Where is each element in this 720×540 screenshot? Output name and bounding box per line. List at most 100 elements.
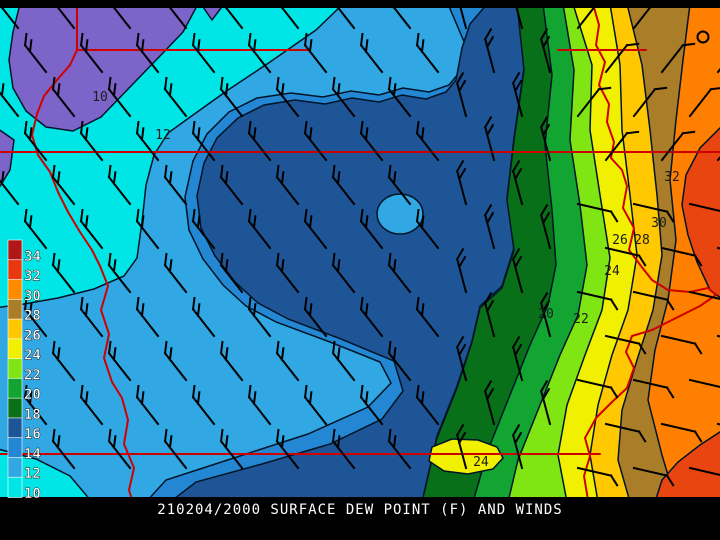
wind-barb <box>660 334 703 355</box>
colorbar-label: 26 <box>24 328 41 344</box>
wind-barb <box>511 71 524 118</box>
wind-barb <box>576 8 612 30</box>
region-purple-lt-10-notch <box>202 8 222 22</box>
wind-barb <box>331 428 356 470</box>
colorbar-segment <box>7 417 23 439</box>
wind-barb <box>219 164 244 206</box>
wind-barb <box>455 423 468 470</box>
wind-barb <box>387 340 412 382</box>
colorbar: 34 32 30 28 26 24 22 20 18 16 14 12 10 <box>7 239 41 502</box>
wind-barb <box>135 32 160 74</box>
wind-barb <box>247 120 272 162</box>
wind-barb <box>303 32 328 74</box>
region-pocket-24-26 <box>428 438 504 475</box>
colorbar-label: 12 <box>24 466 41 482</box>
wind-barb <box>247 208 272 250</box>
wind-barb <box>415 208 440 250</box>
wind-barb <box>79 32 104 74</box>
wind-barb <box>23 384 48 426</box>
wind-barb <box>539 291 552 338</box>
wind-barb <box>539 115 552 162</box>
wind-barb <box>632 8 668 30</box>
wind-barb <box>455 8 468 30</box>
wind-barb <box>303 208 328 250</box>
wind-barb <box>483 291 496 338</box>
contour-label: 24 <box>604 264 620 279</box>
wind-barb <box>359 384 384 426</box>
contour-label: 10 <box>92 90 108 105</box>
colorbar-label: 32 <box>24 269 41 285</box>
wind-barb <box>51 76 76 118</box>
wind-barb <box>23 208 48 250</box>
colorbar-label: 30 <box>24 288 41 304</box>
wind-barb <box>163 8 188 30</box>
wind-barb <box>632 290 675 311</box>
colorbar-label: 20 <box>24 387 41 403</box>
wind-barb <box>275 428 300 470</box>
wind-barb <box>275 252 300 294</box>
wind-barb <box>576 466 619 487</box>
wind-barb <box>415 32 440 74</box>
contour-label: 24 <box>473 455 489 470</box>
colorbar-segment <box>7 239 23 261</box>
wind-barb <box>387 8 412 30</box>
contour-label: 26 <box>612 233 628 248</box>
contour-label: 22 <box>573 312 589 327</box>
wind-barb <box>275 164 300 206</box>
wind-barb <box>23 32 48 74</box>
wind-barb <box>163 76 188 118</box>
wind-barb <box>511 423 524 470</box>
colorbar-label: 14 <box>24 446 41 462</box>
wind-barb <box>303 296 328 338</box>
wind-barb <box>576 86 612 118</box>
wind-barb <box>331 164 356 206</box>
map-caption: 210204/2000 SURFACE DEW POINT (F) AND WI… <box>157 502 563 518</box>
wind-barb <box>359 32 384 74</box>
wind-barb <box>576 202 619 223</box>
colorbar-segment <box>7 437 23 459</box>
colorbar-label: 10 <box>24 486 41 502</box>
wind-barb <box>303 384 328 426</box>
wind-barb <box>455 335 468 382</box>
wind-barb <box>660 422 703 443</box>
wind-barb <box>79 120 104 162</box>
region-patch-32-se <box>655 431 720 497</box>
wind-barb <box>107 340 132 382</box>
wind-barb <box>191 384 216 426</box>
wind-barb <box>191 120 216 162</box>
colorbar-label: 34 <box>24 249 41 265</box>
wind-barb <box>135 120 160 162</box>
wind-barb <box>275 340 300 382</box>
wind-barb <box>23 120 48 162</box>
wind-barb <box>387 252 412 294</box>
wind-barb <box>219 340 244 382</box>
wind-barb <box>51 340 76 382</box>
wind-barb <box>576 290 619 311</box>
wind-barb <box>219 76 244 118</box>
colorbar-segment <box>7 457 23 479</box>
boundary-river-west <box>31 49 135 497</box>
wind-barb <box>135 208 160 250</box>
wind-barb <box>51 252 76 294</box>
wind-barb <box>660 246 703 267</box>
wind-barb <box>688 86 720 118</box>
wind-barb <box>539 203 552 250</box>
region-purple-lt-10-main <box>8 8 197 132</box>
wind-barb <box>511 8 524 30</box>
region-pocket-14-16 <box>376 193 424 235</box>
colorbar-segment <box>7 279 23 301</box>
wind-barb <box>415 384 440 426</box>
wind-barb <box>604 422 647 443</box>
wind-barb <box>107 164 132 206</box>
wind-barb <box>511 335 524 382</box>
wind-barb <box>107 8 132 30</box>
wind-barb <box>604 130 640 162</box>
wind-barb <box>51 164 76 206</box>
wind-barb <box>455 247 468 294</box>
wind-barb <box>275 8 300 30</box>
wind-barb <box>247 384 272 426</box>
wind-barb <box>359 208 384 250</box>
wind-barb <box>415 296 440 338</box>
